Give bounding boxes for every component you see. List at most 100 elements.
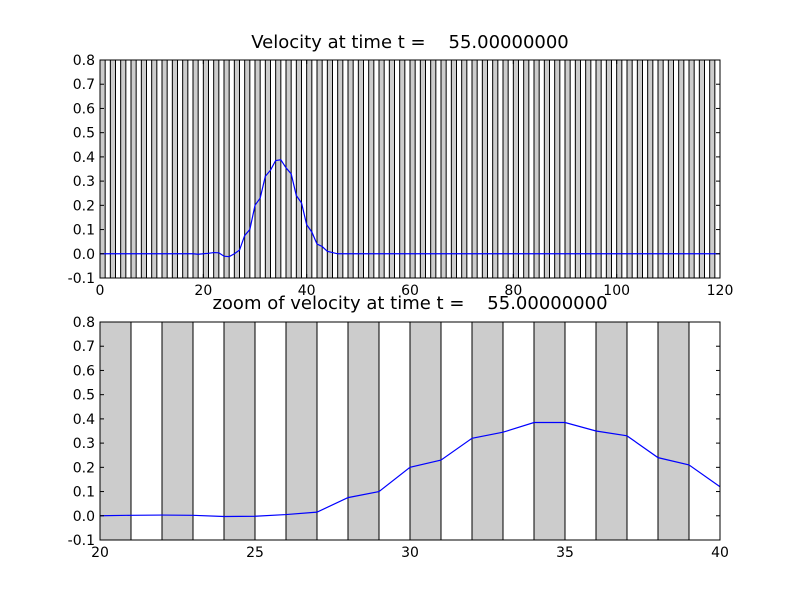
velocity-plot-shaded-cell	[326, 59, 334, 279]
velocity-plot-shaded-cell	[564, 59, 571, 279]
zoom-velocity-plot-ytick-label: 0.5	[73, 388, 95, 404]
velocity-plot-shaded-cell	[647, 59, 654, 279]
velocity-plot-ytick-label: 0.2	[73, 198, 95, 214]
zoom-velocity-plot-shaded-cell	[285, 321, 318, 541]
zoom-velocity-plot-ytick-label: -0.1	[68, 533, 95, 549]
velocity-plot-shaded-cell	[688, 59, 695, 279]
velocity-plot-xtick-label: 120	[707, 283, 734, 299]
velocity-plot-xtick-label: 0	[96, 283, 105, 299]
velocity-plot-shaded-cell	[636, 59, 643, 279]
velocity-plot-shaded-cell	[337, 59, 344, 279]
velocity-plot-shaded-cell	[171, 59, 178, 279]
velocity-plot-shaded-cell	[471, 59, 478, 279]
velocity-plot-shaded-cell	[419, 59, 427, 279]
velocity-plot-title: Velocity at time t = 55.00000000	[251, 32, 569, 53]
velocity-plot-shaded-cell	[368, 59, 375, 279]
zoom-velocity-plot-ytick-label: 0.4	[73, 412, 95, 428]
velocity-plot-shaded-cell	[120, 59, 127, 279]
zoom-velocity-plot-ytick-label: 0.7	[73, 339, 95, 355]
velocity-plot-shaded-cell	[399, 59, 406, 279]
zoom-velocity-plot-ytick-label: 0.2	[73, 460, 95, 476]
zoom-velocity-plot-shaded-cell	[347, 321, 380, 541]
velocity-plot-shaded-cell	[254, 59, 261, 279]
velocity-plot-shaded-cell	[295, 59, 303, 279]
zoom-velocity-plot-xtick-label: 40	[711, 545, 729, 561]
velocity-plot-shaded-cell	[543, 59, 550, 279]
velocity-plot-shaded-cell	[554, 59, 561, 279]
velocity-plot-series-line	[100, 159, 720, 258]
velocity-plot-xtick-label: 60	[401, 283, 419, 299]
velocity-plot-shaded-cell	[523, 59, 530, 279]
zoom-velocity-plot-shaded-cell	[657, 321, 690, 541]
velocity-plot-shaded-cell	[574, 59, 581, 279]
velocity-plot-shaded-cell	[161, 59, 168, 279]
velocity-plot-shaded-cell	[192, 59, 199, 279]
velocity-plot-shaded-cell	[244, 59, 251, 279]
velocity-plot-shaded-cell	[264, 59, 272, 279]
velocity-plot-shaded-cell	[533, 59, 540, 279]
velocity-plot-ytick-label: 0.3	[73, 174, 95, 190]
velocity-plot-shaded-cell	[595, 59, 602, 279]
zoom-velocity-plot-shaded-cell	[471, 321, 504, 541]
velocity-plot-ytick-label: 0.4	[73, 150, 95, 166]
zoom-velocity-plot-xtick-label: 25	[246, 545, 264, 561]
zoom-velocity-plot-ytick-label: 0.6	[73, 363, 95, 379]
velocity-plot-shaded-cell	[440, 59, 447, 279]
velocity-plot-shaded-cell	[306, 59, 313, 279]
zoom-velocity-plot-ytick-label: 0.3	[73, 436, 95, 452]
velocity-plot-shaded-cell	[616, 59, 623, 279]
zoom-velocity-plot-xtick-label: 35	[556, 545, 574, 561]
zoom-velocity-plot-ytick-label: 0.1	[73, 485, 95, 501]
velocity-plot-xtick-label: 20	[194, 283, 212, 299]
zoom-velocity-plot-shaded-cell	[99, 321, 132, 541]
velocity-plot-ytick-label: -0.1	[68, 271, 95, 287]
velocity-plot-shaded-cell	[678, 59, 685, 279]
velocity-plot-shaded-cell	[698, 59, 705, 279]
zoom-velocity-plot-ytick-label: 0.0	[73, 509, 95, 525]
velocity-plot-xtick-label: 40	[298, 283, 316, 299]
zoom-velocity-plot-shaded-cell	[161, 321, 194, 541]
zoom-velocity-plot-shaded-cell	[223, 321, 256, 541]
velocity-plot-shaded-cell	[388, 59, 396, 279]
velocity-plot-shaded-cell	[109, 59, 117, 279]
velocity-plot-xtick-label: 80	[504, 283, 522, 299]
velocity-plot-shaded-cell	[130, 59, 137, 279]
velocity-plot-shaded-cell	[430, 59, 437, 279]
zoom-velocity-plot-series-line	[99, 421, 721, 518]
velocity-plot-xtick-label: 100	[603, 283, 630, 299]
velocity-plot-shaded-cell	[151, 59, 158, 279]
velocity-plot-shaded-cell	[233, 59, 240, 279]
velocity-plot-ytick-label: 0.6	[73, 101, 95, 117]
velocity-plot-shaded-cell	[378, 59, 385, 279]
velocity-plot-ytick-label: 0.1	[73, 223, 95, 239]
zoom-velocity-plot-title: zoom of velocity at time t = 55.00000000	[212, 293, 607, 314]
velocity-plot-shaded-cell	[140, 59, 147, 279]
velocity-plot-shaded-cell	[223, 59, 230, 279]
velocity-plot-shaded-cell	[409, 59, 416, 279]
zoom-velocity-plot-shaded-cell	[409, 321, 442, 541]
velocity-plot-ytick-label: 0.5	[73, 126, 95, 142]
velocity-plot-shaded-cell	[357, 59, 365, 279]
velocity-plot-shaded-cell	[347, 59, 354, 279]
velocity-plot-shaded-cell	[213, 59, 220, 279]
velocity-plot-ytick-label: 0.8	[73, 53, 95, 69]
zoom-velocity-plot: zoom of velocity at time t = 55.00000000…	[68, 293, 729, 561]
velocity-plot-shaded-cell	[202, 59, 209, 279]
velocity-plot: Velocity at time t = 55.00000000 0 20 40 60…	[68, 32, 734, 299]
velocity-plot-shaded-cell	[481, 59, 489, 279]
velocity-plot-shaded-cell	[450, 59, 458, 279]
velocity-plot-shaded-cell	[492, 59, 499, 279]
velocity-plot-shaded-cell	[502, 59, 509, 279]
zoom-velocity-plot-shaded-cell	[595, 321, 628, 541]
zoom-velocity-plot-ytick-label: 0.8	[73, 315, 95, 331]
velocity-plot-shaded-cell	[626, 59, 633, 279]
velocity-plot-shaded-cell	[585, 59, 592, 279]
velocity-plot-shaded-cell	[709, 59, 716, 279]
velocity-plot-shaded-cell	[512, 59, 519, 279]
velocity-plot-shaded-cell	[657, 59, 664, 279]
zoom-velocity-plot-xtick-label: 30	[401, 545, 419, 561]
velocity-plot-ytick-label: 0.7	[73, 77, 95, 93]
zoom-velocity-plot-shaded-cell	[533, 321, 566, 541]
velocity-plot-shaded-cell	[605, 59, 612, 279]
